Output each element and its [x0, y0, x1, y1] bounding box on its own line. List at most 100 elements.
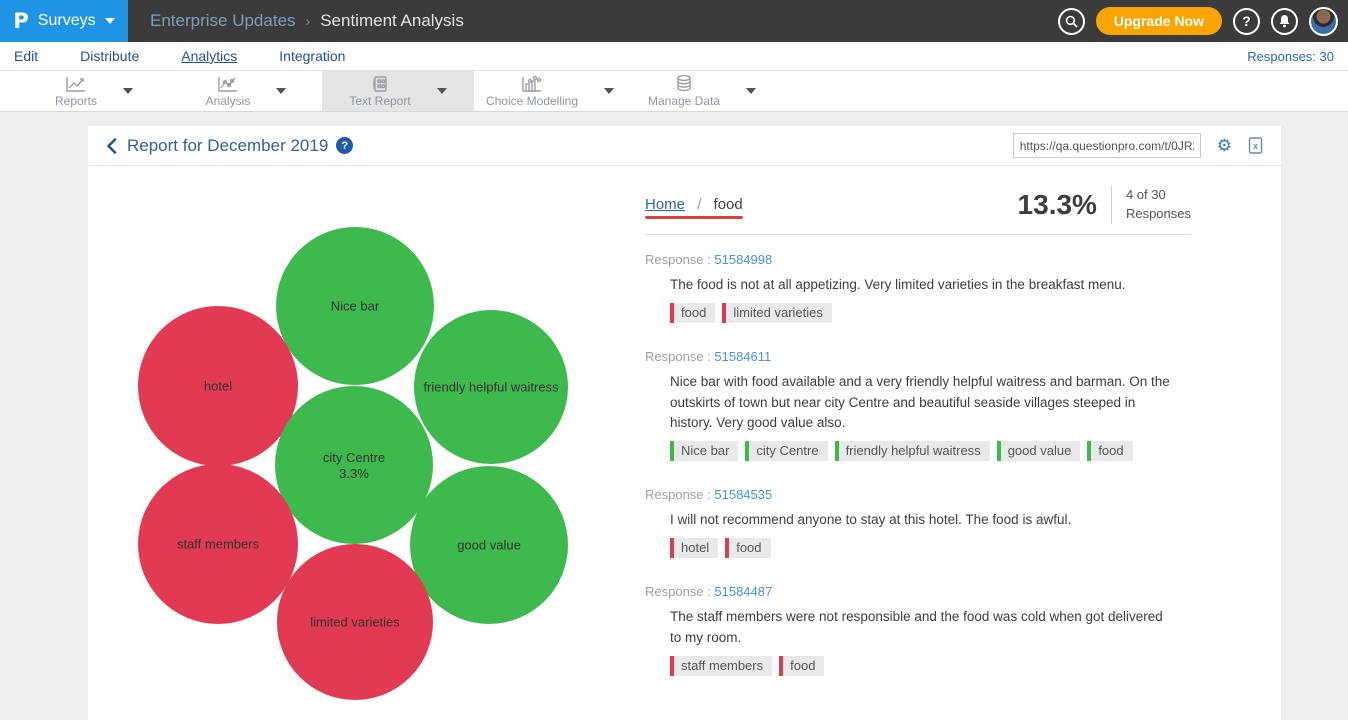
bubble-positive[interactable]: [276, 227, 434, 385]
share-url-input[interactable]: [1012, 133, 1201, 158]
bubble-label: hotel: [204, 379, 232, 394]
nav-integration[interactable]: Integration: [279, 48, 346, 64]
response-label: Response :: [645, 584, 715, 600]
user-avatar[interactable]: [1309, 6, 1338, 36]
tool-label: Text Report: [349, 93, 411, 108]
scatter-chart-icon: [218, 76, 237, 92]
report-card: Report for December 2019 ? ⚙ x Nice bar h…: [88, 126, 1281, 720]
bubble-label: limited varieties: [310, 615, 400, 630]
sentiment-tag-positive[interactable]: food: [1087, 441, 1133, 462]
topic-stats: 13.3% 4 of 30 Responses: [1018, 186, 1191, 224]
response-text: Nice bar with food available and a very …: [670, 373, 1170, 431]
response-id-row: Response : 51584611: [645, 349, 1191, 364]
text-report-dropdown-caret[interactable]: [436, 88, 447, 94]
response-item: Response : 51584535 I will not recommend …: [645, 487, 1191, 559]
response-text: I will not recommend anyone to stay at t…: [670, 512, 1072, 528]
sentiment-bubble-chart[interactable]: Nice bar hotel friendly helpful waitress ci…: [88, 166, 658, 720]
response-id-link[interactable]: 51584611: [714, 348, 772, 364]
surveys-menu[interactable]: P Surveys: [0, 0, 128, 42]
response-id-link[interactable]: 51584998: [714, 251, 773, 267]
breadcrumb-survey-name[interactable]: Enterprise Updates: [150, 11, 296, 30]
nav-edit[interactable]: Edit: [14, 48, 39, 64]
choice-modelling-dropdown-caret[interactable]: [604, 88, 615, 94]
bubble-positive[interactable]: [275, 386, 433, 544]
manage-data-dropdown-caret[interactable]: [746, 88, 757, 94]
bubble-negative[interactable]: [277, 544, 433, 700]
count-unit: Responses: [1125, 205, 1191, 221]
tool-manage-data[interactable]: Manage Data: [626, 71, 778, 111]
nav-analytics[interactable]: Analytics: [181, 48, 238, 64]
response-item: Response : 51584487 The staff members wer…: [645, 584, 1191, 677]
response-label: Response :: [645, 487, 715, 503]
response-text: The staff members were not responsible a…: [670, 609, 1163, 646]
bubble-label: city Centre 3.3%: [323, 450, 385, 481]
sentiment-tag-negative[interactable]: food: [779, 656, 825, 677]
sentiment-tag-negative[interactable]: limited varieties: [722, 302, 832, 323]
report-help-icon[interactable]: ?: [336, 137, 354, 154]
sentiment-tag-negative[interactable]: staff members: [670, 656, 773, 677]
chevron-left-icon: [107, 137, 117, 154]
survey-nav: Edit Distribute Analytics Integration Re…: [0, 42, 1348, 71]
database-icon: [677, 74, 691, 92]
bubble-positive[interactable]: [414, 310, 568, 464]
text-report-icon: [373, 75, 387, 92]
bubble-label: Nice bar: [331, 299, 380, 314]
response-tags: Nice bar city Centre friendly helpful wait…: [670, 441, 1191, 462]
analysis-dropdown-caret[interactable]: [276, 88, 287, 94]
topic-separator: /: [697, 196, 702, 213]
nav-distribute[interactable]: Distribute: [80, 48, 140, 64]
top-header: P Surveys Enterprise Updates › Sentiment…: [0, 0, 1348, 42]
notifications-button[interactable]: [1271, 7, 1298, 35]
search-button[interactable]: [1057, 7, 1085, 35]
response-id-link[interactable]: 51584535: [714, 487, 773, 503]
count-value: 4 of 30: [1125, 187, 1166, 202]
response-tags: hotel food: [670, 538, 1191, 559]
reports-dropdown-caret[interactable]: [123, 88, 134, 94]
response-list: Response : 51584998 The food is not at al…: [645, 252, 1191, 677]
response-label: Response :: [645, 251, 715, 267]
response-tags: staff members food: [670, 656, 1191, 677]
sentiment-tag-positive[interactable]: Nice bar: [670, 441, 739, 462]
bubble-label: friendly helpful waitress: [423, 380, 559, 395]
bubble-label: staff members: [177, 537, 260, 552]
response-id-row: Response : 51584487: [645, 584, 1191, 599]
response-item: Response : 51584998 The food is not at al…: [645, 252, 1191, 323]
help-button[interactable]: ?: [1233, 7, 1260, 35]
topic-home-link[interactable]: Home: [645, 196, 686, 213]
topic-breadcrumb: Home / food: [645, 196, 743, 219]
settings-gear-icon[interactable]: ⚙: [1216, 136, 1232, 155]
sentiment-tag-positive[interactable]: city Centre: [745, 441, 828, 462]
header-actions: Upgrade Now ?: [1057, 6, 1348, 36]
sentiment-tag-negative[interactable]: hotel: [670, 538, 719, 559]
tool-text-report[interactable]: Text Report: [322, 71, 474, 111]
tool-label: Choice Modelling: [485, 93, 579, 108]
topic-current: food: [713, 196, 743, 213]
back-button[interactable]: [106, 137, 117, 154]
response-id-row: Response : 51584998: [645, 252, 1191, 267]
choice-modelling-icon: [522, 75, 542, 92]
tool-reports[interactable]: Reports: [18, 71, 170, 111]
sentiment-tag-negative[interactable]: food: [725, 538, 771, 559]
report-title: Report for December 2019: [127, 135, 329, 155]
response-id-row: Response : 51584535: [645, 487, 1191, 502]
surveys-label: Surveys: [37, 12, 96, 29]
tool-choice-modelling[interactable]: Choice Modelling: [474, 71, 626, 111]
topic-response-count: 4 of 30 Responses: [1110, 186, 1191, 224]
breadcrumb: Enterprise Updates › Sentiment Analysis: [150, 11, 464, 31]
response-id-link[interactable]: 51584487: [714, 584, 773, 600]
tool-label: Analysis: [205, 93, 251, 108]
upgrade-now-button[interactable]: Upgrade Now: [1095, 7, 1222, 35]
sentiment-tag-negative[interactable]: food: [670, 302, 716, 323]
tool-analysis[interactable]: Analysis: [170, 71, 322, 111]
export-spreadsheet-icon[interactable]: x: [1248, 137, 1263, 154]
sentiment-tag-positive[interactable]: friendly helpful waitress: [834, 441, 990, 462]
sentiment-tag-positive[interactable]: good value: [996, 441, 1081, 462]
bubble-positive[interactable]: [410, 466, 568, 624]
bubble-negative[interactable]: [138, 464, 298, 624]
breadcrumb-separator: ›: [305, 13, 311, 29]
responses-count[interactable]: Responses: 30: [1247, 48, 1334, 64]
responses-panel-header: Home / food 13.3% 4 of 30 Responses: [645, 186, 1191, 235]
tool-label: Reports: [54, 93, 98, 108]
bubble-negative[interactable]: [138, 306, 298, 466]
tool-label: Manage Data: [647, 94, 721, 108]
